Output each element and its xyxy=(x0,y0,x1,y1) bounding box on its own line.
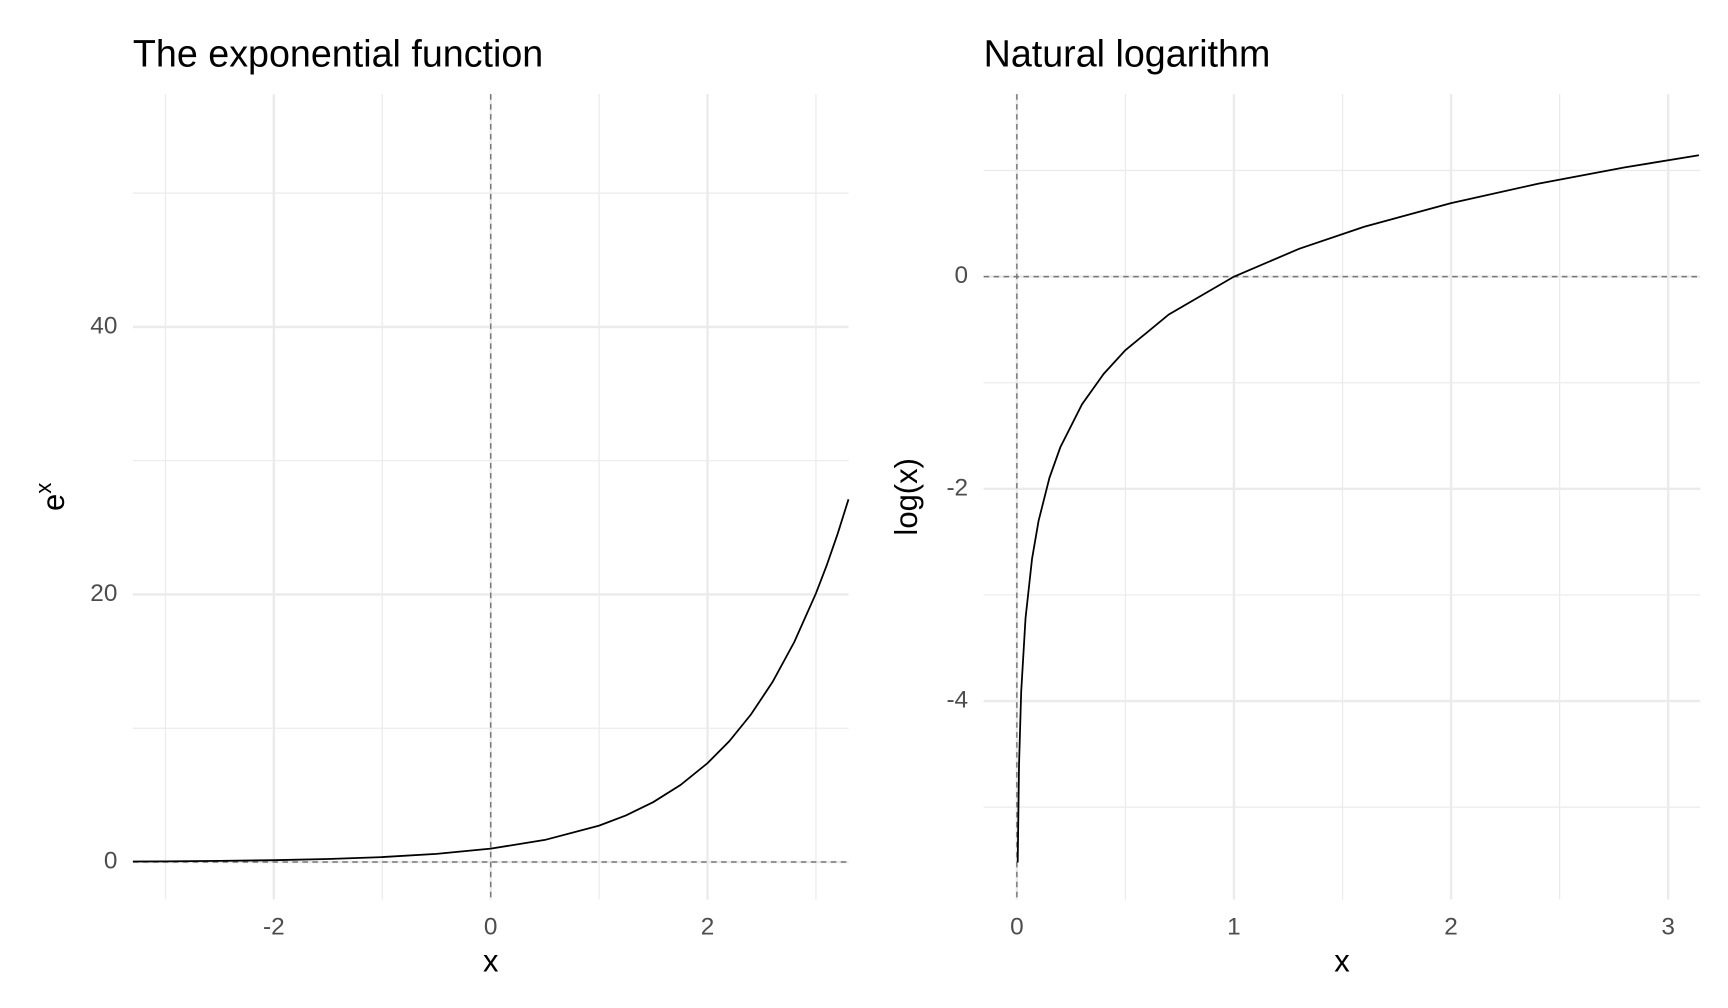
chart-title: The exponential function xyxy=(133,32,543,74)
y-axis-label: ex xyxy=(31,483,71,511)
x-tick-label: 0 xyxy=(484,914,498,941)
y-axis-label-text: log(x) xyxy=(889,458,924,536)
y-tick-label: -2 xyxy=(946,474,968,501)
y-tick-label: -4 xyxy=(946,686,968,713)
x-tick-label: 3 xyxy=(1661,914,1675,941)
x-tick-label: 1 xyxy=(1227,914,1241,941)
x-tick-label: -2 xyxy=(263,914,285,941)
y-tick-label: 20 xyxy=(90,580,117,607)
y-axis-label-text: e xyxy=(36,494,71,511)
y-axis-label-superscript: x xyxy=(31,483,56,494)
x-axis-label: x xyxy=(483,943,499,978)
curve xyxy=(132,499,850,863)
y-tick-label: 40 xyxy=(90,312,117,339)
y-axis-label: log(x) xyxy=(889,458,924,536)
x-axis-label: x xyxy=(1334,943,1350,978)
chart-title: Natural logarithm xyxy=(984,32,1271,74)
y-tick-label: 0 xyxy=(955,262,969,289)
curve xyxy=(1016,154,1700,863)
y-tick-label: 0 xyxy=(104,847,118,874)
x-tick-label: 2 xyxy=(1444,914,1458,941)
x-tick-label: 2 xyxy=(701,914,715,941)
x-tick-label: 0 xyxy=(1010,914,1024,941)
